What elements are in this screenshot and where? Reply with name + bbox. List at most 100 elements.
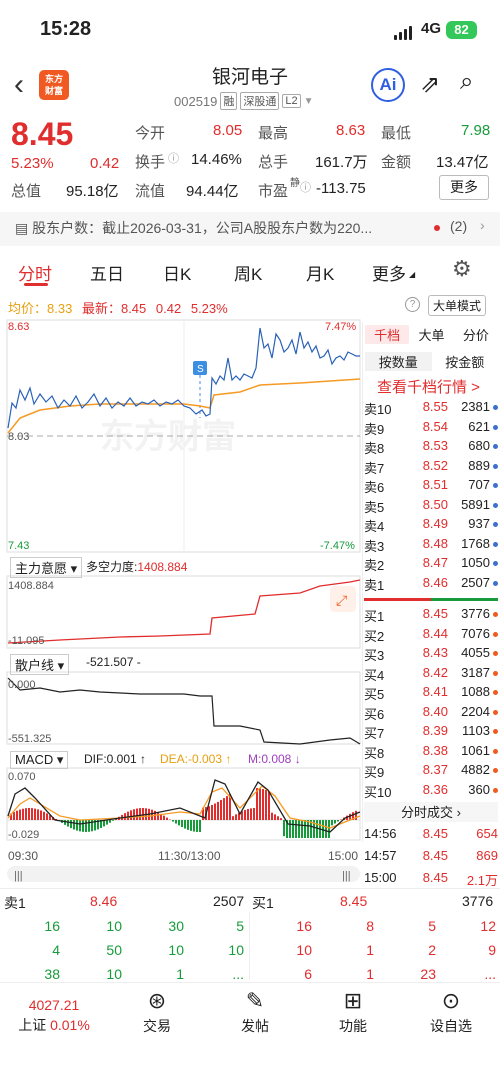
macd-bar <box>79 820 81 832</box>
notice-count: (2) <box>450 218 468 234</box>
level-label: 买4 <box>364 667 385 683</box>
macd-bar <box>139 808 141 820</box>
level-volume: 2204 <box>461 703 490 719</box>
sell-level-row: 卖6 8.51 707 <box>364 477 498 496</box>
sell-queue-cell: 10 <box>168 942 184 958</box>
buy-queue-cell: 1 <box>366 966 374 982</box>
x-label-start: 09:30 <box>8 849 38 863</box>
macd-bar <box>352 812 354 820</box>
value-low: 7.98 <box>461 122 491 139</box>
notice-bar[interactable]: ▤ 股东户数：截止2026-03-31，公司A股股东户数为220... (2) … <box>0 212 500 246</box>
nav-function[interactable]: ⊞ 功能 <box>318 988 388 1036</box>
big-order-mode-button[interactable]: 大单模式 <box>428 295 487 316</box>
indicator1-selector[interactable]: 主力意愿 ▾ <box>10 557 83 578</box>
level-price: 8.42 <box>422 664 448 680</box>
macd-bar <box>67 820 69 827</box>
chevron-down-icon[interactable]: ▼ <box>303 95 314 107</box>
level-volume: 2381 <box>461 399 490 414</box>
level-label: 卖3 <box>364 538 385 554</box>
macd-bar <box>76 820 78 831</box>
tab-price[interactable]: 分价 <box>462 327 489 343</box>
level-price: 8.50 <box>422 496 448 512</box>
sell-queue-cell: 38 <box>44 966 60 982</box>
level-label: 卖4 <box>364 519 385 534</box>
indicator3-selector[interactable]: MACD ▾ <box>10 751 69 769</box>
level-label: 卖6 <box>364 480 385 495</box>
nav-trade[interactable]: ⊛ 交易 <box>122 988 192 1036</box>
help-icon[interactable]: ? <box>405 297 420 312</box>
macd-bar <box>199 820 201 832</box>
label-high: 最高 <box>258 125 289 142</box>
macd-bar <box>316 820 318 838</box>
tab-monthly[interactable]: 月K <box>306 265 335 284</box>
macd-bar <box>100 820 102 828</box>
macd-bar <box>295 820 297 838</box>
macd-bar <box>43 811 45 820</box>
ticks-title[interactable]: 分时成交 › <box>364 802 498 822</box>
macd-bar <box>49 815 51 820</box>
tab-weekly[interactable]: 周K <box>234 265 263 284</box>
tab-5day[interactable]: 五日 <box>90 265 124 284</box>
by-amount[interactable]: 按金额 <box>445 354 485 370</box>
tick-row: 14:56 8.45 654 <box>364 826 498 841</box>
svg-text:|||: ||| <box>14 870 23 882</box>
level-label: 卖9 <box>364 421 385 437</box>
macd-bar <box>115 818 117 820</box>
share-icon[interactable]: ⇗ <box>420 71 441 98</box>
macd-bar <box>313 820 315 838</box>
indicator2-selector[interactable]: 散户线 ▾ <box>10 654 70 675</box>
order-book-panel: 千档 大单 分价 按数量 按金额 查看千档行情 > <box>362 322 500 842</box>
queue-sell-label: 卖1 <box>4 895 26 911</box>
macd-bar <box>193 820 195 832</box>
queue-buy-price: 8.45 <box>340 893 368 909</box>
level-label: 买9 <box>364 765 385 780</box>
tab-minute[interactable]: 分时 <box>18 265 52 284</box>
ai-button[interactable]: Ai <box>371 68 405 102</box>
indicator2-label: -521.507 - <box>86 655 141 669</box>
index-ticker[interactable]: 4027.21 上证 0.01% <box>18 997 90 1033</box>
search-icon[interactable]: ⌕ <box>460 68 474 95</box>
info-icon[interactable]: ⓘ <box>168 153 179 165</box>
buy-sell-ratio-bar <box>364 598 498 601</box>
retail-line <box>7 677 361 745</box>
view-depth-link[interactable]: 查看千档行情 > <box>377 379 480 396</box>
level-volume: 937 <box>468 516 490 531</box>
chart-scrollbar <box>7 866 360 882</box>
queue-sell-price: 8.46 <box>90 893 118 909</box>
macd-bar <box>178 820 180 826</box>
macd-bar <box>82 820 84 832</box>
macd-bar <box>187 820 189 830</box>
level-volume: 7076 <box>461 625 490 641</box>
macd-bar <box>34 808 36 820</box>
info-icon[interactable]: ⓘ <box>300 182 311 194</box>
level-dot <box>493 612 498 617</box>
intraday-chart[interactable]: 东方财富 S 8.63 8.03 7.43 7.47% -7.47% 1408.… <box>0 318 362 888</box>
level-price: 8.53 <box>422 438 448 453</box>
buy-queue-cell: 9 <box>488 942 496 958</box>
by-quantity[interactable]: 按数量 <box>365 351 432 371</box>
level-volume: 3776 <box>461 606 490 621</box>
nav-post[interactable]: ✎ 发帖 <box>220 988 290 1036</box>
queue-section <box>0 888 500 889</box>
level-dot <box>493 405 498 410</box>
level-volume: 2507 <box>461 574 490 590</box>
back-arrow-icon[interactable]: ‹ <box>14 68 24 101</box>
level-volume: 3187 <box>461 664 490 680</box>
tab-more[interactable]: 更多 <box>372 265 406 284</box>
level-price: 8.55 <box>422 399 448 414</box>
document-icon: ▤ <box>15 220 33 236</box>
nav-watchlist[interactable]: ⊙ 设自选 <box>416 988 486 1036</box>
avg-price-line <box>7 378 361 434</box>
level-label: 买8 <box>364 745 385 761</box>
tab-daily[interactable]: 日K <box>163 265 192 284</box>
settings-icon[interactable]: ⚙ <box>452 256 472 281</box>
tab-level[interactable]: 千档 <box>365 324 410 344</box>
unread-dot <box>434 225 440 231</box>
macd-bar <box>70 820 72 829</box>
more-button[interactable]: 更多 <box>439 175 489 200</box>
tab-bigorder[interactable]: 大单 <box>418 327 445 343</box>
y-top-label: 8.63 <box>8 321 29 333</box>
s-marker <box>193 361 207 375</box>
macd-bar <box>337 820 339 822</box>
macd-bar <box>355 810 357 820</box>
